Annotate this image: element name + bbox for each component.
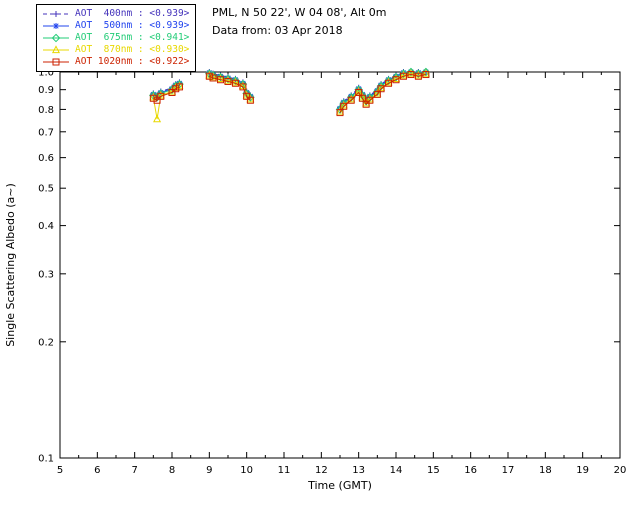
legend-row: AOT 870nm : <0.930> [41, 44, 189, 56]
legend: AOT 400nm : <0.939> AOT 500nm : <0.939> … [36, 4, 197, 72]
legend-item-label: AOT 870nm : <0.930> [75, 44, 190, 55]
svg-text:8: 8 [169, 465, 175, 476]
legend-item-label: AOT 400nm : <0.939> [75, 8, 190, 19]
svg-text:9: 9 [206, 465, 212, 476]
svg-text:10: 10 [240, 465, 253, 476]
svg-text:16: 16 [464, 465, 477, 476]
svg-text:15: 15 [427, 465, 440, 476]
svg-text:14: 14 [390, 465, 403, 476]
svg-text:0.7: 0.7 [38, 127, 54, 138]
svg-text:6: 6 [94, 465, 100, 476]
svg-text:1.0: 1.0 [38, 68, 54, 79]
legend-row: AOT 1020nm : <0.922> [41, 56, 189, 68]
legend-line-sample [43, 58, 69, 66]
svg-text:0.6: 0.6 [38, 153, 54, 164]
svg-text:18: 18 [539, 465, 552, 476]
legend-item-label: AOT 675nm : <0.941> [75, 32, 190, 43]
svg-text:19: 19 [576, 465, 589, 476]
svg-text:0.8: 0.8 [38, 105, 54, 116]
legend-line-sample [43, 11, 69, 17]
svg-text:0.4: 0.4 [38, 221, 54, 232]
svg-text:0.1: 0.1 [38, 454, 54, 465]
legend-line-sample [43, 23, 69, 29]
svg-text:0.2: 0.2 [38, 337, 54, 348]
svg-text:20: 20 [614, 465, 627, 476]
legend-item-label: AOT 500nm : <0.939> [75, 20, 190, 31]
legend-row: AOT 500nm : <0.939> [41, 20, 189, 32]
svg-text:11: 11 [278, 465, 291, 476]
svg-text:Single Scattering Albedo (a~): Single Scattering Albedo (a~) [4, 183, 17, 347]
svg-text:0.5: 0.5 [38, 184, 54, 195]
legend-line-sample [43, 33, 69, 43]
svg-text:0.9: 0.9 [38, 85, 54, 96]
legend-row: AOT 675nm : <0.941> [41, 32, 189, 44]
svg-text:13: 13 [352, 465, 365, 476]
svg-text:Time (GMT): Time (GMT) [307, 479, 372, 492]
legend-line-sample [43, 45, 69, 54]
svg-text:0.3: 0.3 [38, 269, 54, 280]
legend-row: AOT 400nm : <0.939> [41, 8, 189, 20]
svg-text:7: 7 [131, 465, 137, 476]
svg-text:12: 12 [315, 465, 328, 476]
data-date-text: Data from: 03 Apr 2018 [212, 24, 343, 37]
svg-text:5: 5 [57, 465, 63, 476]
svg-text:17: 17 [502, 465, 515, 476]
legend-item-label: AOT 1020nm : <0.922> [75, 56, 190, 67]
station-location-text: PML, N 50 22', W 04 08', Alt 0m [212, 6, 387, 19]
